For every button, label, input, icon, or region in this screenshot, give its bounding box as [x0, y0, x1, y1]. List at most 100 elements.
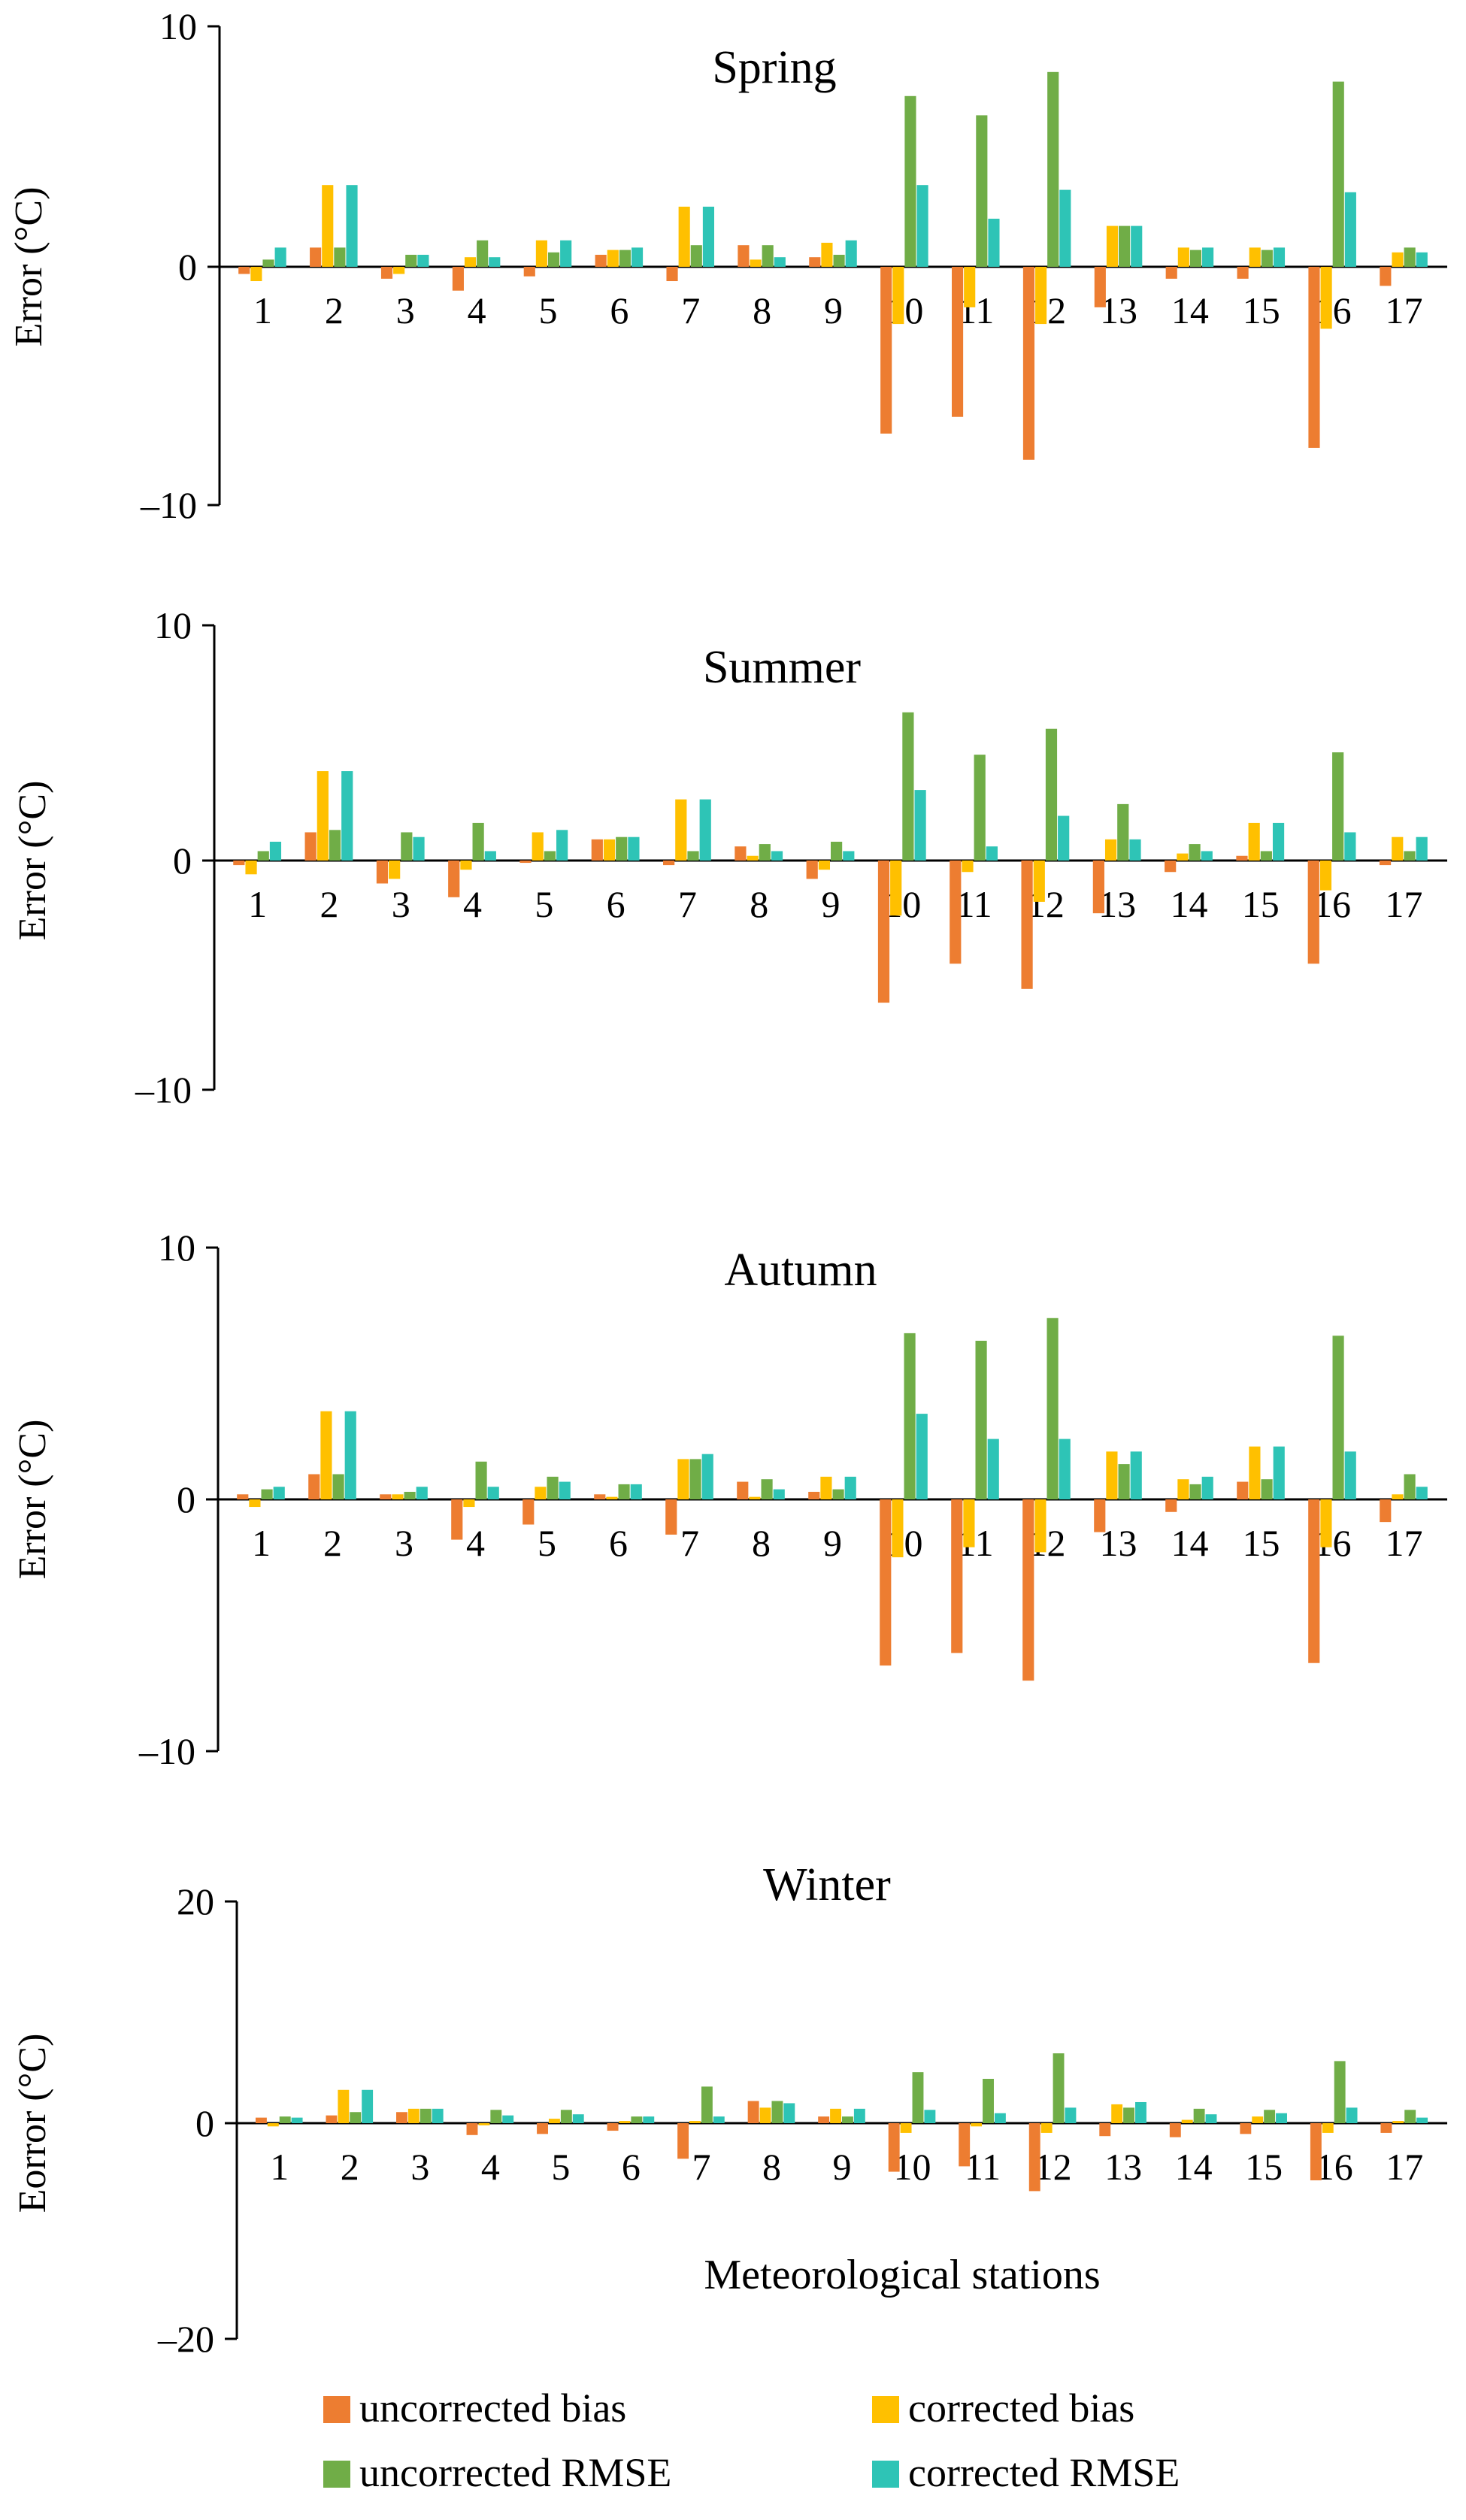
bar-corrected-rmse-station-7 — [713, 2116, 725, 2123]
bar-uncorrected-rmse-station-9 — [832, 1489, 844, 1499]
bar-corrected-rmse-station-16 — [1344, 832, 1356, 861]
category-label: 16 — [1313, 883, 1351, 925]
y-tick-label: 0 — [178, 246, 197, 288]
legend-item-corrected-bias: corrected bias — [872, 2385, 1134, 2431]
bar-uncorrected-rmse-station-1 — [262, 259, 274, 267]
bar-uncorrected-rmse-station-9 — [831, 841, 843, 861]
bar-corrected-bias-station-2 — [322, 185, 334, 267]
bar-uncorrected-rmse-station-10 — [912, 2072, 924, 2123]
bar-uncorrected-bias-station-11 — [959, 2123, 971, 2167]
bar-uncorrected-bias-station-7 — [665, 1499, 677, 1535]
category-label: 11 — [957, 1522, 993, 1564]
category-label: 14 — [1171, 289, 1209, 331]
bar-corrected-bias-station-1 — [267, 2123, 279, 2127]
bar-uncorrected-bias-station-13 — [1094, 267, 1106, 307]
bar-uncorrected-bias-station-1 — [255, 2117, 267, 2123]
bar-corrected-rmse-station-9 — [844, 1476, 856, 1499]
bar-uncorrected-bias-station-2 — [326, 2115, 338, 2123]
bar-uncorrected-rmse-station-16 — [1334, 2061, 1346, 2123]
bar-uncorrected-rmse-station-7 — [687, 851, 699, 861]
legend: uncorrected bias corrected bias uncorrec… — [323, 2385, 1180, 2495]
bar-uncorrected-bias-station-14 — [1165, 861, 1177, 873]
category-label: 6 — [609, 1522, 628, 1564]
category-label: 8 — [750, 883, 768, 925]
category-label: 4 — [481, 2146, 500, 2188]
bar-uncorrected-bias-station-12 — [1022, 267, 1035, 460]
bar-corrected-bias-station-14 — [1177, 1479, 1189, 1499]
bar-corrected-bias-station-12 — [1035, 267, 1047, 325]
bar-uncorrected-rmse-station-3 — [405, 255, 417, 267]
bar-uncorrected-rmse-station-10 — [904, 95, 916, 267]
y-tick-label: –20 — [157, 2318, 214, 2360]
bar-corrected-rmse-station-8 — [773, 1489, 785, 1499]
bar-corrected-bias-station-1 — [250, 267, 262, 282]
legend-label-corrected-rmse: corrected RMSE — [908, 2450, 1180, 2495]
bar-uncorrected-rmse-station-4 — [475, 1461, 487, 1499]
category-label: 13 — [1098, 883, 1136, 925]
category-label: 6 — [607, 883, 625, 925]
bar-corrected-bias-station-5 — [532, 832, 544, 861]
bar-uncorrected-rmse-station-13 — [1119, 225, 1131, 267]
bar-uncorrected-rmse-station-7 — [690, 245, 702, 267]
bar-uncorrected-bias-station-16 — [1308, 267, 1320, 448]
bar-uncorrected-rmse-station-2 — [350, 2112, 362, 2123]
bar-corrected-bias-station-17 — [1392, 2121, 1404, 2123]
bar-corrected-bias-station-12 — [1040, 2123, 1053, 2133]
bar-uncorrected-bias-station-7 — [677, 2123, 689, 2159]
bar-corrected-rmse-station-8 — [783, 2103, 795, 2123]
bar-corrected-rmse-station-13 — [1131, 225, 1143, 267]
bar-uncorrected-rmse-station-1 — [261, 1489, 273, 1499]
y-tick-label: 10 — [159, 5, 197, 47]
bar-corrected-bias-station-8 — [759, 2107, 771, 2123]
category-label: 2 — [341, 2146, 359, 2188]
bar-uncorrected-bias-station-1 — [233, 861, 245, 866]
category-label: 3 — [410, 2146, 429, 2188]
category-label: 10 — [886, 1522, 923, 1564]
bar-corrected-bias-station-7 — [677, 1459, 689, 1499]
bar-corrected-bias-station-7 — [689, 2121, 701, 2123]
bar-corrected-rmse-station-17 — [1416, 1487, 1428, 1499]
bar-corrected-rmse-station-17 — [1416, 836, 1428, 861]
category-label: 9 — [822, 883, 841, 925]
bar-uncorrected-bias-station-4 — [451, 1499, 463, 1540]
bar-corrected-bias-station-2 — [317, 771, 329, 861]
category-label: 12 — [1034, 2146, 1072, 2188]
category-label: 10 — [886, 289, 923, 331]
category-label: 14 — [1170, 883, 1207, 925]
category-label: 17 — [1386, 289, 1423, 331]
bar-corrected-bias-station-2 — [320, 1411, 332, 1499]
bar-corrected-rmse-station-17 — [1416, 252, 1428, 267]
bar-uncorrected-rmse-station-15 — [1261, 250, 1273, 267]
bar-uncorrected-bias-station-15 — [1240, 2123, 1252, 2134]
bar-uncorrected-rmse-station-11 — [976, 115, 988, 267]
chart-title: Winter — [763, 1859, 891, 1910]
bar-corrected-rmse-station-4 — [484, 851, 496, 861]
bar-corrected-bias-station-3 — [407, 2108, 420, 2123]
bar-corrected-bias-station-9 — [820, 1476, 832, 1499]
bar-uncorrected-rmse-station-7 — [689, 1459, 701, 1499]
y-axis-label: Error (°C) — [11, 781, 54, 941]
category-label: 1 — [248, 883, 267, 925]
bar-corrected-bias-station-15 — [1252, 2116, 1264, 2123]
bar-corrected-bias-station-13 — [1111, 2104, 1123, 2123]
legend-swatch-uncorrected-bias — [323, 2396, 350, 2423]
chart-panel-winter: 20 0 –20 Winter Eorror (°C) Meteorological st… — [11, 1859, 1447, 2360]
category-label: 13 — [1104, 2146, 1142, 2188]
y-tick-label: 20 — [177, 1880, 214, 1923]
bar-uncorrected-bias-station-17 — [1379, 861, 1392, 866]
bar-uncorrected-rmse-station-14 — [1189, 844, 1201, 861]
bar-corrected-bias-station-3 — [393, 267, 405, 274]
bar-corrected-bias-station-4 — [464, 257, 477, 267]
bar-uncorrected-rmse-station-6 — [631, 2116, 643, 2123]
category-label: 16 — [1314, 1522, 1352, 1564]
bar-uncorrected-rmse-station-12 — [1053, 2053, 1065, 2123]
y-tick-label: 0 — [177, 1478, 195, 1520]
bar-uncorrected-rmse-station-13 — [1117, 803, 1129, 861]
bar-corrected-bias-station-11 — [963, 1499, 975, 1547]
chart-title: Autumn — [724, 1245, 877, 1296]
y-axis-label: Error (°C) — [11, 1420, 54, 1580]
bar-uncorrected-bias-station-14 — [1169, 2123, 1181, 2137]
bar-uncorrected-bias-station-4 — [452, 267, 464, 291]
